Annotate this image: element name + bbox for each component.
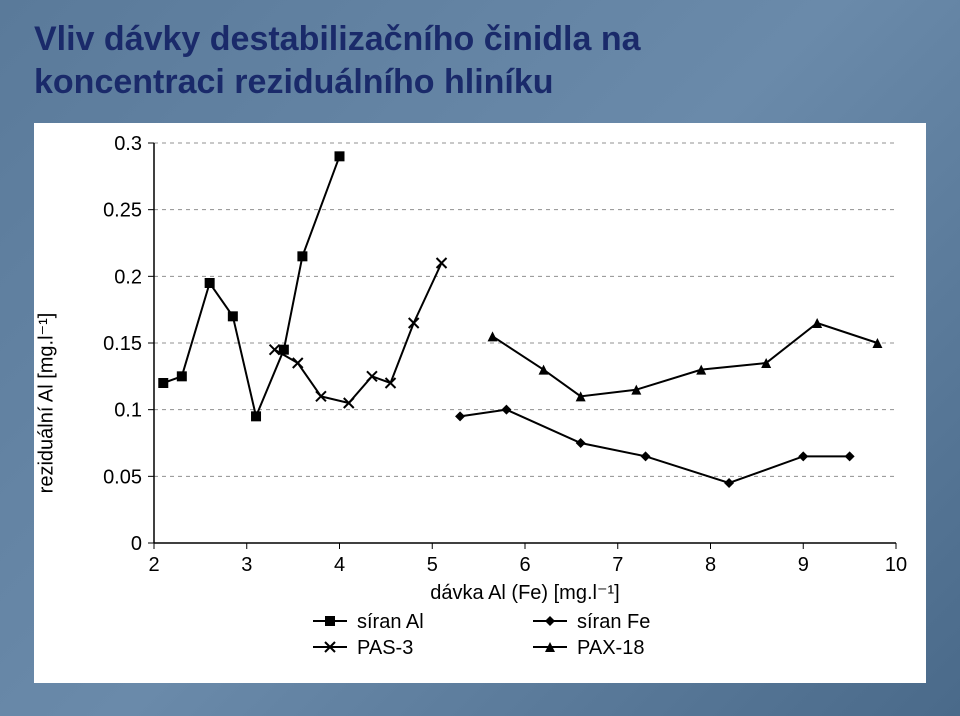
svg-text:7: 7 bbox=[612, 554, 623, 576]
svg-text:0.15: 0.15 bbox=[103, 333, 142, 355]
svg-text:2: 2 bbox=[148, 554, 159, 576]
svg-text:0.25: 0.25 bbox=[103, 200, 142, 222]
svg-text:0: 0 bbox=[131, 533, 142, 555]
svg-text:5: 5 bbox=[427, 554, 438, 576]
svg-text:6: 6 bbox=[519, 554, 530, 576]
svg-text:síran Al: síran Al bbox=[357, 611, 424, 633]
title-line-1: Vliv dávky destabilizačního činidla na bbox=[34, 20, 641, 58]
svg-text:4: 4 bbox=[334, 554, 345, 576]
slide: Vliv dávky destabilizačního činidla na k… bbox=[0, 0, 960, 716]
svg-text:PAX-18: PAX-18 bbox=[577, 637, 644, 659]
svg-text:0.05: 0.05 bbox=[103, 466, 142, 488]
svg-text:9: 9 bbox=[798, 554, 809, 576]
svg-text:10: 10 bbox=[885, 554, 907, 576]
svg-text:8: 8 bbox=[705, 554, 716, 576]
slide-title: Vliv dávky destabilizačního činidla na k… bbox=[34, 18, 926, 103]
svg-text:PAS-3: PAS-3 bbox=[357, 637, 413, 659]
svg-text:3: 3 bbox=[241, 554, 252, 576]
svg-text:0.1: 0.1 bbox=[114, 400, 142, 422]
chart-panel: reziduální Al [mg.l⁻¹] 00.050.10.150.20.… bbox=[34, 123, 926, 683]
title-line-2: koncentraci reziduálního hliníku bbox=[34, 63, 554, 101]
svg-text:0.3: 0.3 bbox=[114, 133, 142, 155]
chart-svg: 0 0.05 0.1 0.15 0.2 0.25 0.3 2 3 4 5 6 7 8 9 10 dávka Al… bbox=[34, 123, 926, 683]
svg-text:dávka Al (Fe) [mg.l⁻¹]: dávka Al (Fe) [mg.l⁻¹] bbox=[430, 582, 620, 604]
svg-text:síran Fe: síran Fe bbox=[577, 611, 650, 633]
svg-text:0.2: 0.2 bbox=[114, 266, 142, 288]
